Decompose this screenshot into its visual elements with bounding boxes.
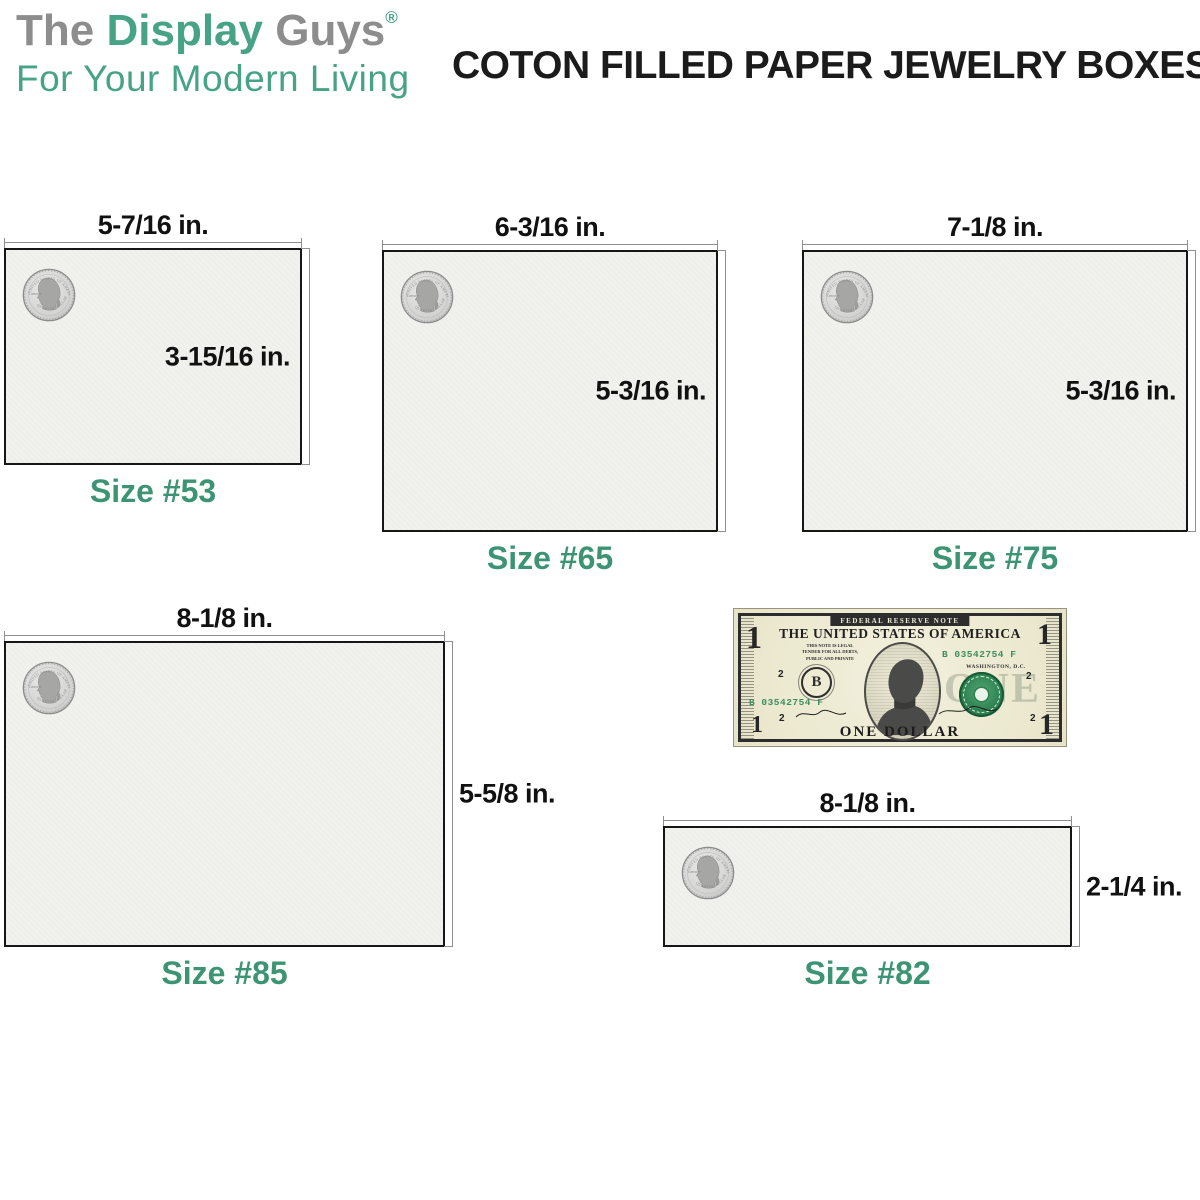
quarter-coin-icon: UNITED STATES OF AMERICA QUARTER DOLLAR … bbox=[819, 267, 874, 324]
quarter-coin-icon: UNITED STATES OF AMERICA QUARTER DOLLAR … bbox=[21, 265, 76, 322]
quarter-coin-icon: UNITED STATES OF AMERICA QUARTER DOLLAR … bbox=[21, 658, 76, 715]
height-dimension-line bbox=[717, 250, 726, 532]
jewelry-box-size-85: 8-1/8 in. UNITED STATES OF AMERICA QUART… bbox=[4, 603, 556, 991]
corner-numeral: 1 bbox=[751, 712, 763, 738]
quarter-coin-icon: UNITED STATES OF AMERICA QUARTER DOLLAR … bbox=[399, 267, 454, 324]
height-dimension-line bbox=[444, 641, 453, 947]
jewelry-box-size-65: 6-3/16 in. UNITED STATES OF AMERICA QUAR… bbox=[382, 212, 726, 576]
box-rectangle: UNITED STATES OF AMERICA QUARTER DOLLAR … bbox=[382, 250, 718, 532]
height-dimension-line bbox=[1071, 826, 1080, 947]
width-dimension-label: 8-1/8 in. bbox=[176, 603, 273, 633]
quarter-coin-icon: UNITED STATES OF AMERICA QUARTER DOLLAR … bbox=[680, 843, 735, 900]
size-name-label: Size #82 bbox=[804, 955, 931, 991]
quarter-coin-art: UNITED STATES OF AMERICA QUARTER DOLLAR … bbox=[819, 267, 874, 324]
brand-name: The Display Guys® bbox=[16, 6, 398, 55]
corner-numeral: 1 bbox=[1039, 708, 1054, 741]
svg-text:LIBERTY: LIBERTY bbox=[407, 294, 420, 298]
width-dimension-line bbox=[4, 631, 445, 641]
box-rectangle: UNITED STATES OF AMERICA QUARTER DOLLAR … bbox=[4, 248, 302, 465]
width-dimension-label: 5-7/16 in. bbox=[97, 210, 209, 240]
svg-text:LIBERTY: LIBERTY bbox=[29, 685, 42, 689]
jewelry-box-size-82: 8-1/8 in. UNITED STATES OF AMERICA QUART… bbox=[663, 788, 1183, 991]
svg-text:LIBERTY: LIBERTY bbox=[688, 870, 701, 874]
brand-tagline: For Your Modern Living bbox=[16, 58, 410, 100]
width-dimension-line bbox=[663, 816, 1072, 826]
washington-portrait bbox=[864, 642, 941, 741]
jewelry-box-size-53: 5-7/16 in. UNITED STATES OF AMERICA QUAR… bbox=[4, 210, 310, 509]
jewelry-box-size-75: 7-1/8 in. UNITED STATES OF AMERICA QUART… bbox=[802, 212, 1196, 576]
width-dimension-label: 6-3/16 in. bbox=[494, 212, 606, 242]
portrait-silhouette bbox=[875, 659, 934, 736]
svg-text:LIBERTY: LIBERTY bbox=[827, 294, 840, 298]
width-dimension-line bbox=[4, 238, 302, 248]
size-name-label: Size #75 bbox=[931, 540, 1059, 576]
quadrant-numeral: 2 bbox=[779, 713, 785, 724]
svg-text:LIBERTY: LIBERTY bbox=[29, 292, 42, 296]
box-rectangle: UNITED STATES OF AMERICA QUARTER DOLLAR … bbox=[802, 250, 1188, 532]
height-dimension-label: 5-3/16 in. bbox=[1065, 375, 1176, 406]
height-dimension-label: 2-1/4 in. bbox=[1086, 871, 1183, 901]
width-dimension-line bbox=[802, 240, 1188, 250]
width-dimension-line bbox=[382, 240, 718, 250]
brand-logo: The Display Guys® For Your Modern Living bbox=[16, 6, 410, 100]
treasurer-signature bbox=[795, 709, 847, 718]
quarter-coin-art: UNITED STATES OF AMERICA QUARTER DOLLAR … bbox=[399, 267, 454, 324]
height-dimension-line bbox=[301, 248, 310, 465]
quadrant-numeral: 2 bbox=[1030, 713, 1036, 724]
height-dimension-line bbox=[1187, 250, 1196, 532]
quarter-coin-art: UNITED STATES OF AMERICA QUARTER DOLLAR … bbox=[21, 658, 76, 715]
size-name-label: Size #85 bbox=[161, 955, 288, 991]
city-label: WASHINGTON, D.C. bbox=[966, 664, 1026, 670]
corner-numeral: 1 bbox=[746, 619, 762, 655]
quadrant-numeral: 2 bbox=[1026, 671, 1032, 682]
legal-tender-text: This note is legal tender for all debts,… bbox=[801, 643, 859, 661]
country-name: THE UNITED STATES OF AMERICA bbox=[779, 626, 1021, 641]
size-name-label: Size #65 bbox=[486, 540, 614, 576]
serial-number-bottom: B 03542754 F bbox=[749, 697, 824, 708]
quarter-coin-art: UNITED STATES OF AMERICA QUARTER DOLLAR … bbox=[680, 843, 735, 900]
one-dollar-bill: 1 1 1 1 FEDERAL RESERVE NOTE THE UNITED … bbox=[733, 608, 1067, 747]
district-seal-icon: B bbox=[801, 667, 832, 698]
page-title: COTON FILLED PAPER JEWELRY BOXES bbox=[452, 44, 1200, 87]
size-name-label: Size #53 bbox=[89, 473, 217, 509]
corner-numeral: 1 bbox=[1037, 618, 1052, 651]
box-rectangle: UNITED STATES OF AMERICA QUARTER DOLLAR … bbox=[4, 641, 445, 947]
box-rectangle: UNITED STATES OF AMERICA QUARTER DOLLAR … bbox=[663, 826, 1072, 947]
denomination-banner: ONE DOLLAR bbox=[839, 724, 961, 740]
federal-reserve-banner: FEDERAL RESERVE NOTE bbox=[830, 616, 970, 626]
quarter-coin-art: UNITED STATES OF AMERICA QUARTER DOLLAR … bbox=[21, 265, 76, 322]
width-dimension-label: 7-1/8 in. bbox=[946, 212, 1044, 242]
quadrant-numeral: 2 bbox=[778, 669, 784, 680]
secretary-signature bbox=[938, 705, 998, 715]
serial-number-top: B 03542754 F bbox=[942, 649, 1017, 660]
registered-trademark-symbol: ® bbox=[385, 8, 398, 27]
height-dimension-label: 3-15/16 in. bbox=[164, 341, 291, 371]
height-dimension-label: 5-5/8 in. bbox=[459, 778, 556, 809]
height-dimension-label: 5-3/16 in. bbox=[595, 375, 706, 406]
width-dimension-label: 8-1/8 in. bbox=[819, 788, 916, 818]
